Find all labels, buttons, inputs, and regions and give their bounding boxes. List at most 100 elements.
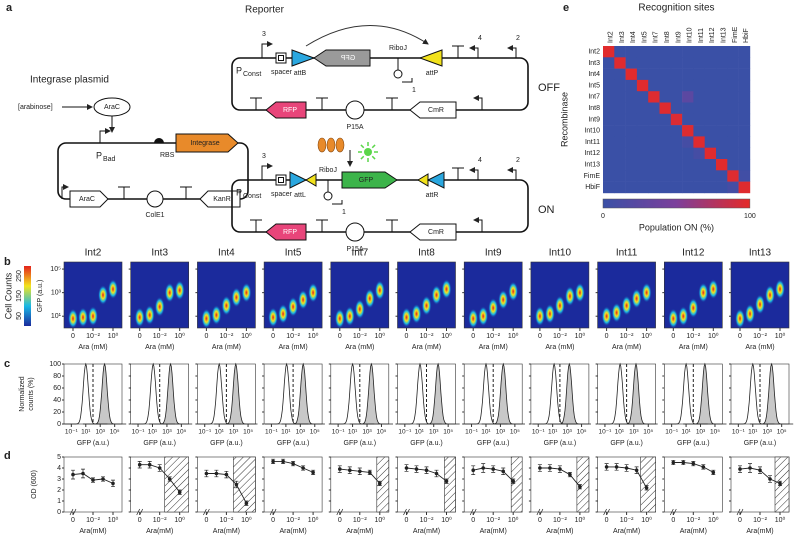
x-tick-label: 10⁰	[308, 516, 319, 524]
heatmap-cell	[603, 181, 615, 194]
x-axis-label: Ara (mM)	[212, 344, 241, 351]
x-tick-label: 10⁵	[110, 429, 120, 436]
y-tick-label: 10³	[51, 289, 62, 296]
heatmap-cell	[659, 159, 672, 171]
density-blob	[201, 308, 212, 329]
heatmap-cell	[603, 91, 615, 103]
density-blob	[298, 289, 309, 310]
state-label: OFF	[538, 82, 560, 94]
colorbar-tick-label: 50	[16, 312, 23, 320]
density-blob	[354, 299, 365, 320]
x-axis-label: Ara(mM)	[346, 528, 373, 535]
x-axis-label: Ara (mM)	[145, 344, 174, 351]
od-point	[348, 468, 352, 473]
x-axis-label: GFP (a.u.)	[143, 440, 176, 447]
on-histogram	[214, 362, 258, 425]
x-tick-label: 10⁻¹	[132, 429, 146, 436]
heatmap-cell	[636, 170, 649, 182]
heatmap-cell	[614, 102, 626, 115]
heatmap-cell	[738, 102, 751, 115]
heatmap-cell	[603, 102, 615, 115]
panel-title: Int3	[151, 248, 168, 259]
heatmap-cell	[704, 102, 717, 115]
heatmap-cell	[682, 113, 694, 126]
x-tick-label: 0	[71, 517, 75, 524]
heatmap-cell	[716, 170, 728, 182]
heatmap-cell	[693, 181, 705, 194]
x-tick-label: 10⁰	[708, 332, 719, 340]
x-tick-label: 10⁻¹	[665, 429, 679, 436]
heatmap-cell	[648, 57, 660, 69]
density-blob	[554, 295, 565, 316]
od-point	[214, 471, 219, 476]
x-tick-label: 0	[204, 333, 208, 340]
heatmap-cell	[625, 79, 638, 92]
x-axis-label: Ara(mM)	[79, 528, 106, 535]
od-point	[558, 467, 562, 471]
heatmap-cell	[716, 125, 728, 137]
density-blob	[431, 285, 442, 305]
part: RFP	[283, 229, 297, 236]
part-number: 4	[478, 35, 482, 42]
diagram-shape	[250, 97, 262, 110]
row-label: Int3	[588, 60, 600, 67]
od-point	[358, 469, 362, 474]
promoter-sub: Const	[243, 193, 261, 200]
row-label: Int12	[584, 150, 600, 157]
x-tick-label: 10¹	[615, 429, 625, 436]
heatmap-cell	[636, 68, 649, 81]
panel-title: Int9	[485, 248, 502, 259]
heatmap-cell	[614, 79, 626, 92]
toxicity-hatch	[233, 456, 256, 513]
x-tick-label: 0	[538, 517, 542, 524]
heatmap-cell	[648, 68, 660, 81]
panel-label: c	[4, 358, 10, 370]
x-tick-label: 10⁻²	[420, 517, 434, 524]
x-tick-label: 10⁻¹	[198, 429, 212, 436]
od-point	[311, 470, 315, 475]
x-tick-label: 10⁻²	[153, 517, 167, 524]
heatmap-cell	[648, 136, 660, 148]
x-axis-label: GFP (a.u.)	[210, 440, 243, 447]
density-blob	[344, 306, 355, 327]
x-tick-label: 10⁻²	[553, 517, 567, 524]
gene: Integrase	[190, 140, 219, 147]
on-histogram	[281, 362, 325, 425]
x-axis-label: Ara (mM)	[545, 344, 574, 351]
diagram-shape	[261, 163, 273, 180]
column-label: Int4	[630, 31, 637, 43]
panel-title: Int11	[616, 248, 638, 259]
diagram-shape	[345, 100, 365, 120]
diagram-shape	[118, 186, 130, 199]
on-histogram	[349, 362, 393, 425]
density-blob	[745, 303, 755, 324]
heatmap-cell	[648, 102, 660, 115]
x-axis-label: GFP (a.u.)	[610, 440, 643, 447]
x-axis-label: Ara (mM)	[412, 344, 441, 351]
heatmap-cell	[682, 136, 694, 148]
heatmap-cell	[693, 68, 705, 81]
panel-title: Int2	[85, 248, 102, 259]
diagram-shape	[289, 171, 308, 189]
x-tick-label: 10⁰	[708, 516, 719, 524]
on-histogram	[683, 362, 727, 425]
od-point	[711, 470, 716, 475]
column-label: Int2	[607, 31, 614, 43]
heatmap-cell	[625, 57, 638, 69]
riboj: RiboJ	[319, 167, 337, 174]
heatmap-cell	[603, 68, 615, 81]
x-tick-label: 10⁻²	[286, 517, 300, 524]
heatmap-cell	[636, 91, 649, 103]
panel-title: Int7	[351, 248, 368, 259]
y-tick-label: 10¹	[51, 313, 62, 320]
colorbar-tick-label: 0	[601, 213, 605, 220]
od-point	[378, 481, 382, 486]
y-tick-label: 40	[53, 397, 61, 404]
off-histogram	[532, 362, 576, 425]
heatmap-cell	[659, 170, 672, 182]
part: AraC	[79, 196, 95, 203]
heatmap-cell	[659, 68, 672, 81]
density-blob	[468, 308, 479, 329]
x-tick-label: 10⁰	[775, 516, 786, 524]
x-tick-label: 10⁰	[775, 332, 786, 340]
